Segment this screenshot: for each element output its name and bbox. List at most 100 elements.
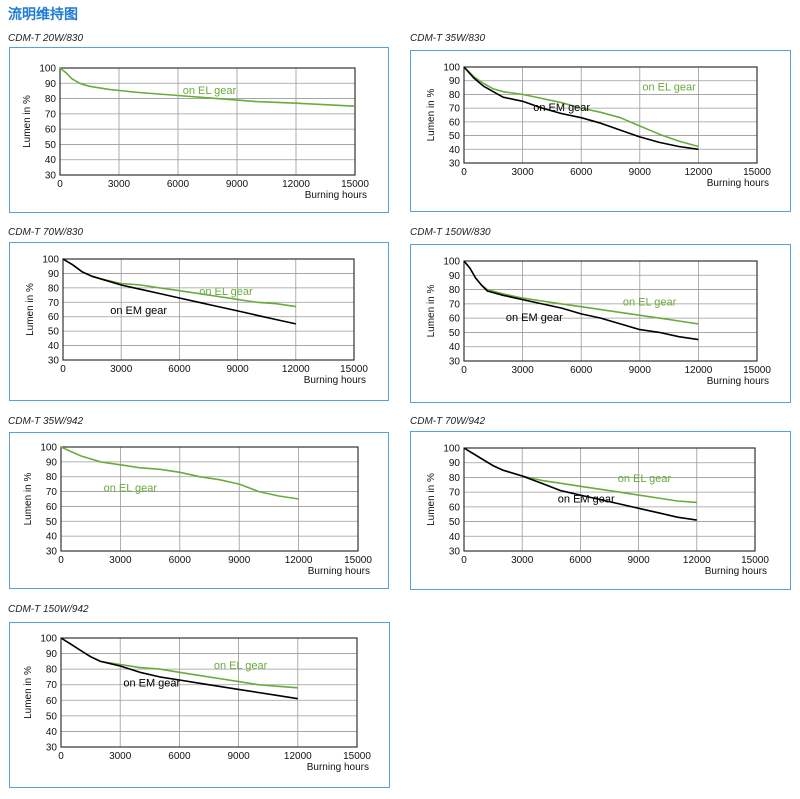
y-tick-label: 60	[48, 312, 60, 323]
x-tick-label: 12000	[684, 365, 712, 376]
y-tick-label: 30	[449, 159, 461, 170]
y-tick-label: 90	[48, 269, 60, 280]
y-tick-label: 40	[46, 532, 58, 543]
series-label-em-gear: on EM gear	[123, 677, 180, 689]
chart-title: CDM-T 70W/942	[410, 416, 486, 427]
y-tick-label: 80	[46, 472, 58, 483]
x-axis-label: Burning hours	[305, 190, 367, 201]
x-tick-label: 0	[461, 167, 467, 178]
x-tick-label: 3000	[511, 365, 534, 376]
x-tick-label: 15000	[743, 167, 771, 178]
chart-title: CDM-T 150W/942	[8, 604, 89, 615]
y-tick-label: 50	[45, 140, 57, 151]
x-tick-label: 3000	[109, 751, 132, 762]
x-tick-label: 0	[58, 555, 64, 566]
y-tick-label: 30	[48, 356, 60, 367]
series-line-el-gear	[463, 66, 699, 148]
page-title: 流明维持图	[8, 7, 78, 23]
series-line-em-gear	[62, 258, 296, 325]
series-label-el-gear: on EL gear	[214, 660, 268, 672]
x-tick-label: 9000	[228, 555, 251, 566]
series-label-el-gear: on EL gear	[618, 473, 672, 485]
x-tick-label: 0	[60, 364, 66, 375]
y-tick-label: 90	[46, 649, 58, 660]
plot-frame	[59, 67, 356, 176]
series-label-em-gear: on EM gear	[506, 312, 563, 324]
chart-svg: 30 40 50 60 70 80 90 100 0 3000 6000 9000 12000 15000…	[25, 255, 368, 387]
y-tick-label: 80	[46, 665, 58, 676]
y-tick-label: 80	[449, 285, 461, 296]
y-tick-label: 70	[46, 487, 58, 498]
y-tick-label: 50	[449, 328, 461, 339]
x-tick-label: 0	[461, 365, 467, 376]
y-tick-label: 100	[443, 444, 460, 455]
x-tick-label: 3000	[108, 179, 131, 190]
y-tick-label: 70	[449, 104, 461, 115]
y-tick-label: 30	[449, 547, 461, 558]
x-tick-label: 6000	[570, 167, 593, 178]
y-tick-label: 60	[45, 125, 57, 136]
y-tick-label: 50	[46, 711, 58, 722]
y-tick-label: 40	[449, 145, 461, 156]
y-tick-label: 90	[449, 271, 461, 282]
y-tick-label: 60	[449, 502, 461, 513]
y-tick-label: 70	[46, 680, 58, 691]
x-tick-label: 9000	[629, 365, 652, 376]
x-tick-label: 9000	[227, 751, 250, 762]
lumen-chart-cdmt-150w-942: 30 40 50 60 70 80 90 100 0 3000 6000 9000 12000 15000…	[9, 622, 390, 788]
y-axis-label: Lumen in %	[25, 283, 36, 336]
y-tick-label: 70	[449, 488, 461, 499]
y-tick-label: 60	[449, 117, 461, 128]
chart-title: CDM-T 20W/830	[8, 33, 84, 44]
y-axis-label: Lumen in %	[426, 284, 437, 337]
chart-title: CDM-T 35W/942	[8, 416, 84, 427]
chart-title: CDM-T 35W/830	[410, 33, 486, 44]
y-tick-label: 40	[46, 727, 58, 738]
x-tick-label: 6000	[167, 179, 190, 190]
y-tick-label: 90	[449, 76, 461, 87]
chart-svg: 30 40 50 60 70 80 90 100 0 3000 6000 9000 12000 15000…	[426, 63, 771, 190]
y-tick-label: 50	[449, 131, 461, 142]
lumen-chart-cdmt-70w-942: 30 40 50 60 70 80 90 100 0 3000 6000 9000 12000 15000…	[410, 431, 791, 590]
x-tick-label: 15000	[743, 365, 771, 376]
y-tick-label: 60	[449, 314, 461, 325]
y-axis-label: Lumen in %	[23, 472, 34, 525]
x-tick-label: 0	[58, 751, 64, 762]
chart-title: CDM-T 70W/830	[8, 227, 84, 238]
series-label-el-gear: on EL gear	[104, 483, 158, 495]
x-tick-label: 12000	[284, 751, 312, 762]
x-tick-label: 9000	[226, 179, 249, 190]
x-axis-label: Burning hours	[705, 566, 767, 577]
x-tick-label: 6000	[569, 555, 592, 566]
x-tick-label: 9000	[629, 167, 652, 178]
y-axis-label: Lumen in %	[23, 666, 34, 719]
x-tick-label: 0	[461, 555, 467, 566]
plot-frame	[463, 447, 756, 552]
lumen-chart-cdmt-35w-942: 30 40 50 60 70 80 90 100 0 3000 6000 9000 12000 15000…	[9, 432, 389, 589]
y-tick-label: 50	[46, 517, 58, 528]
chart-svg: 30 40 50 60 70 80 90 100 0 3000 6000 9000 12000 15000…	[426, 444, 769, 578]
y-tick-label: 30	[46, 547, 58, 558]
x-tick-label: 6000	[169, 555, 192, 566]
lumen-chart-cdmt-35w-830: 30 40 50 60 70 80 90 100 0 3000 6000 9000 12000 15000…	[410, 50, 791, 212]
lumen-chart-cdmt-20w-830: 30 40 50 60 70 80 90 100 0 3000 6000 9000 12000 15000…	[9, 47, 389, 213]
x-tick-label: 3000	[511, 555, 534, 566]
x-tick-label: 15000	[340, 364, 368, 375]
y-tick-label: 100	[39, 64, 56, 75]
plot-frame	[60, 637, 358, 748]
y-tick-label: 70	[45, 109, 57, 120]
y-tick-label: 60	[46, 502, 58, 513]
x-tick-label: 12000	[285, 555, 313, 566]
x-tick-label: 12000	[684, 167, 712, 178]
y-tick-label: 80	[48, 283, 60, 294]
x-axis-label: Burning hours	[304, 375, 366, 386]
y-tick-label: 90	[46, 457, 58, 468]
lumen-chart-cdmt-70w-830: 30 40 50 60 70 80 90 100 0 3000 6000 9000 12000 15000…	[9, 242, 389, 401]
series-line-em-gear	[463, 447, 697, 521]
y-tick-label: 70	[449, 299, 461, 310]
x-tick-label: 12000	[282, 364, 310, 375]
x-tick-label: 0	[57, 179, 63, 190]
y-tick-label: 50	[449, 517, 461, 528]
y-tick-label: 100	[42, 255, 59, 266]
y-tick-label: 40	[48, 341, 60, 352]
